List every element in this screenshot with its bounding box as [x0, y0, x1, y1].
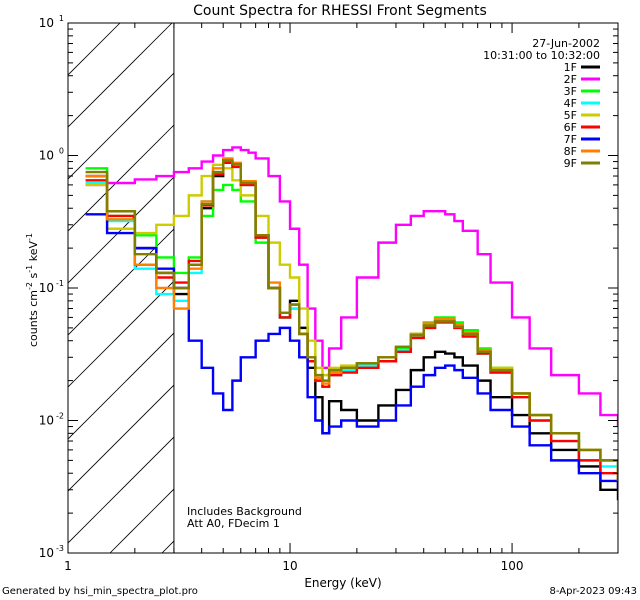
- series-line-6F: [85, 161, 618, 490]
- footer-timestamp: 8-Apr-2023 09:43: [550, 586, 637, 597]
- y-label-s: s: [27, 272, 40, 281]
- hatch-line: [68, 280, 174, 388]
- y-label-exp-cm: -2: [25, 282, 34, 290]
- y-tick-label: 10: [39, 149, 54, 163]
- chart-title: Count Spectra for RHESSI Front Segments: [193, 3, 487, 19]
- series-line-7F: [85, 213, 618, 490]
- legend-label: 3F: [564, 85, 577, 98]
- legend-label: 8F: [564, 145, 577, 158]
- annotation-attenuator: Att A0, FDecim 1: [187, 517, 280, 530]
- legend-item-4F: 4F: [564, 97, 600, 110]
- legend-label: 9F: [564, 157, 577, 170]
- hatch-line: [68, 436, 174, 544]
- legend-label: 2F: [564, 73, 577, 86]
- y-label-exp-kev: -1: [25, 233, 34, 241]
- legend-label: 1F: [564, 61, 577, 74]
- y-label-prefix: counts cm: [27, 290, 40, 347]
- series-line-9F: [85, 159, 618, 481]
- x-tick-label: 1: [64, 559, 72, 573]
- series-line-1F: [85, 160, 618, 501]
- y-axis-label: counts cm-2 s-1 keV-1: [25, 233, 40, 347]
- hatch-line: [68, 23, 121, 76]
- hatch-line: [630, 23, 640, 553]
- y-tick-label-exponent: -1: [56, 279, 64, 288]
- legend-item-1F: 1F: [564, 61, 600, 74]
- x-tick-label: 10: [282, 559, 297, 573]
- legend-label: 4F: [564, 97, 577, 110]
- legend-item-3F: 3F: [564, 85, 600, 98]
- x-axis-label: Energy (keV): [304, 576, 381, 590]
- hatch-line: [68, 72, 174, 180]
- hatch-line: [68, 228, 174, 336]
- y-tick-label: 10: [39, 414, 54, 428]
- legend-item-2F: 2F: [564, 73, 600, 86]
- series-line-4F: [85, 160, 618, 490]
- y-tick-label: 10: [39, 546, 54, 560]
- y-tick-label-exponent: -3: [56, 544, 64, 553]
- x-tick-label: 100: [501, 559, 524, 573]
- y-label-kev: keV: [27, 241, 40, 265]
- series-line-3F: [85, 167, 618, 490]
- hatch-line: [68, 384, 174, 492]
- legend-item-8F: 8F: [564, 145, 600, 158]
- legend-label: 5F: [564, 109, 577, 122]
- legend-item-9F: 9F: [564, 157, 600, 170]
- annotation-background: Includes Background: [187, 505, 302, 518]
- legend-item-6F: 6F: [564, 121, 600, 134]
- time-range-label: 10:31:00 to 10:32:00: [483, 49, 600, 62]
- hatch-line: [68, 23, 69, 24]
- hatched-background-region: [68, 23, 640, 553]
- legend-item-7F: 7F: [564, 133, 600, 146]
- y-tick-label: 10: [39, 281, 54, 295]
- footer-generated-by: Generated by hsi_min_spectra_plot.pro: [2, 586, 198, 597]
- y-tick-label-exponent: 1: [59, 14, 64, 23]
- hatch-line: [68, 23, 173, 128]
- y-label-exp-s: -1: [25, 265, 34, 273]
- legend-label: 7F: [564, 133, 577, 146]
- y-tick-label: 10: [39, 16, 54, 30]
- y-tick-label-exponent: 0: [59, 147, 64, 156]
- legend-label: 6F: [564, 121, 577, 134]
- hatch-lines: [68, 23, 640, 553]
- legend-item-5F: 5F: [564, 109, 600, 122]
- date-label: 27-Jun-2002: [532, 37, 600, 50]
- y-tick-label-exponent: -2: [56, 412, 64, 421]
- series-line-2F: [85, 146, 618, 427]
- plot-frame: [67, 22, 619, 554]
